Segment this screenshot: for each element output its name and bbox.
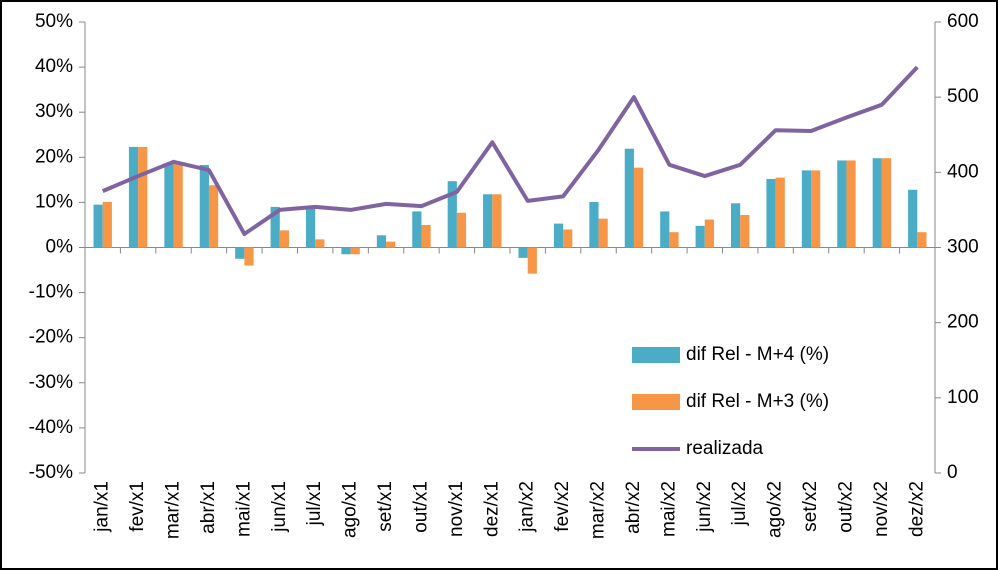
bar — [421, 224, 431, 248]
bar — [235, 247, 245, 259]
bar — [173, 163, 183, 248]
y-tick-label: 20% — [35, 146, 73, 167]
x-tick-label: out/x1 — [410, 481, 431, 533]
x-tick-label: set/x2 — [800, 481, 821, 532]
bar — [589, 201, 599, 248]
bar — [801, 170, 812, 248]
y2-tick-label: 600 — [947, 11, 979, 32]
x-tick-label: abr/x2 — [623, 481, 644, 534]
bar — [208, 185, 219, 248]
bar — [633, 167, 644, 248]
bar — [386, 241, 396, 248]
y-tick-label: -20% — [29, 327, 73, 348]
x-tick-label: mai/x2 — [658, 481, 679, 537]
bar — [102, 201, 112, 248]
x-tick-label: jan/x1 — [92, 481, 113, 533]
bar — [775, 177, 785, 248]
bar — [164, 164, 174, 248]
x-tick-label: mar/x2 — [588, 481, 609, 539]
x-tick-label: jul/x2 — [729, 481, 750, 526]
bar — [244, 247, 254, 266]
legend-swatch — [632, 347, 680, 363]
x-tick-label: nov/x1 — [446, 481, 467, 537]
bar — [917, 232, 927, 248]
bar — [598, 218, 608, 248]
x-tick-label: jun/x2 — [694, 481, 715, 533]
bar — [872, 158, 882, 248]
bar — [740, 215, 750, 248]
y2-tick-label: 200 — [947, 312, 979, 333]
y-tick-label: -50% — [29, 462, 73, 483]
y-tick-label: -10% — [29, 282, 73, 303]
x-tick-label: abr/x1 — [198, 481, 219, 534]
bar — [553, 223, 564, 248]
bar — [704, 219, 714, 248]
bar — [456, 212, 467, 248]
x-tick-label: mai/x1 — [233, 481, 254, 537]
y-tick-label: 30% — [35, 101, 73, 122]
bar — [483, 194, 493, 248]
y2-tick-label: 500 — [947, 86, 979, 107]
bar — [660, 211, 670, 248]
legend-label: realizada — [686, 438, 764, 459]
y-tick-label: 0% — [46, 237, 74, 258]
bar — [412, 211, 422, 248]
bar — [731, 203, 741, 248]
x-tick-label: mar/x1 — [163, 481, 184, 539]
bar — [315, 239, 325, 248]
bar — [837, 160, 847, 248]
bar — [624, 148, 634, 248]
bar — [306, 206, 316, 248]
bar — [811, 170, 821, 248]
y-tick-label: -30% — [29, 372, 73, 393]
bar — [492, 194, 502, 248]
legend-label: dif Rel - M+3 (%) — [686, 391, 829, 412]
bar — [93, 204, 103, 248]
y2-tick-label: 300 — [947, 237, 979, 258]
bar — [695, 225, 705, 248]
y-tick-label: 10% — [35, 191, 73, 212]
legend-label: dif Rel - M+4 (%) — [686, 344, 829, 365]
y2-tick-label: 400 — [947, 161, 979, 182]
line — [101, 65, 919, 236]
bar — [518, 247, 528, 258]
y-tick-label: -40% — [29, 417, 73, 438]
x-tick-label: ago/x2 — [765, 481, 786, 538]
legend-swatch — [632, 394, 680, 410]
bar — [138, 146, 148, 248]
x-tick-label: fev/x1 — [127, 481, 148, 532]
bar — [199, 164, 209, 248]
bar — [669, 232, 679, 248]
bar — [128, 146, 139, 248]
bar — [908, 189, 918, 248]
x-tick-label: fev/x2 — [552, 481, 573, 532]
x-tick-label: out/x2 — [835, 481, 856, 533]
x-tick-label: nov/x2 — [871, 481, 892, 537]
x-tick-label: dez/x1 — [481, 481, 502, 537]
bar — [341, 247, 351, 255]
bar — [350, 247, 360, 255]
x-tick-label: ago/x1 — [340, 481, 361, 538]
x-tick-label: dez/x2 — [906, 481, 927, 537]
x-tick-label: set/x1 — [375, 481, 396, 532]
bar — [376, 235, 387, 248]
bar — [279, 230, 289, 248]
x-tick-label: jun/x1 — [269, 481, 290, 533]
bar — [846, 160, 856, 248]
bar — [881, 158, 892, 248]
bar — [563, 229, 573, 248]
y-tick-label: 40% — [35, 56, 73, 77]
bar — [766, 178, 776, 248]
y2-tick-label: 0 — [947, 462, 958, 483]
x-tick-label: jul/x1 — [304, 481, 325, 526]
x-tick-label: jan/x2 — [517, 481, 538, 533]
bar — [270, 206, 280, 248]
y2-tick-label: 100 — [947, 387, 979, 408]
bar — [527, 247, 537, 274]
bar — [447, 181, 457, 248]
y-tick-label: 50% — [35, 11, 73, 32]
